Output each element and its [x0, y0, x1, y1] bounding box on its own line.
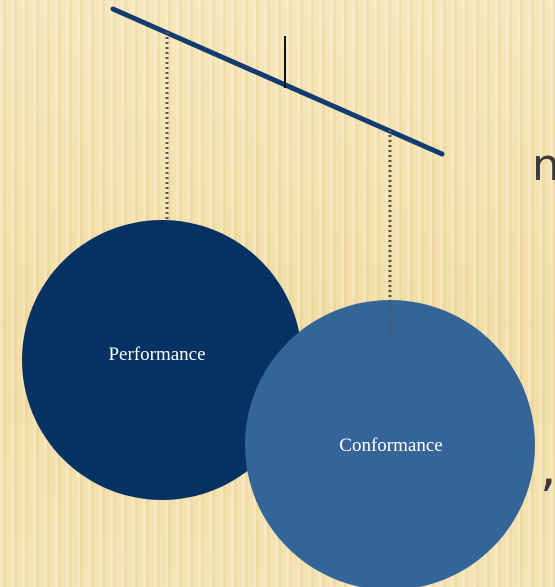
performance-circle: [22, 220, 302, 500]
performance-label: Performance: [108, 344, 205, 365]
cropped-comma-fragment: ,: [540, 438, 555, 498]
cropped-text-fragment: n: [532, 140, 555, 191]
balance-beam: [110, 6, 445, 157]
conformance-label: Conformance: [339, 435, 442, 456]
conformance-circle: [245, 300, 535, 587]
